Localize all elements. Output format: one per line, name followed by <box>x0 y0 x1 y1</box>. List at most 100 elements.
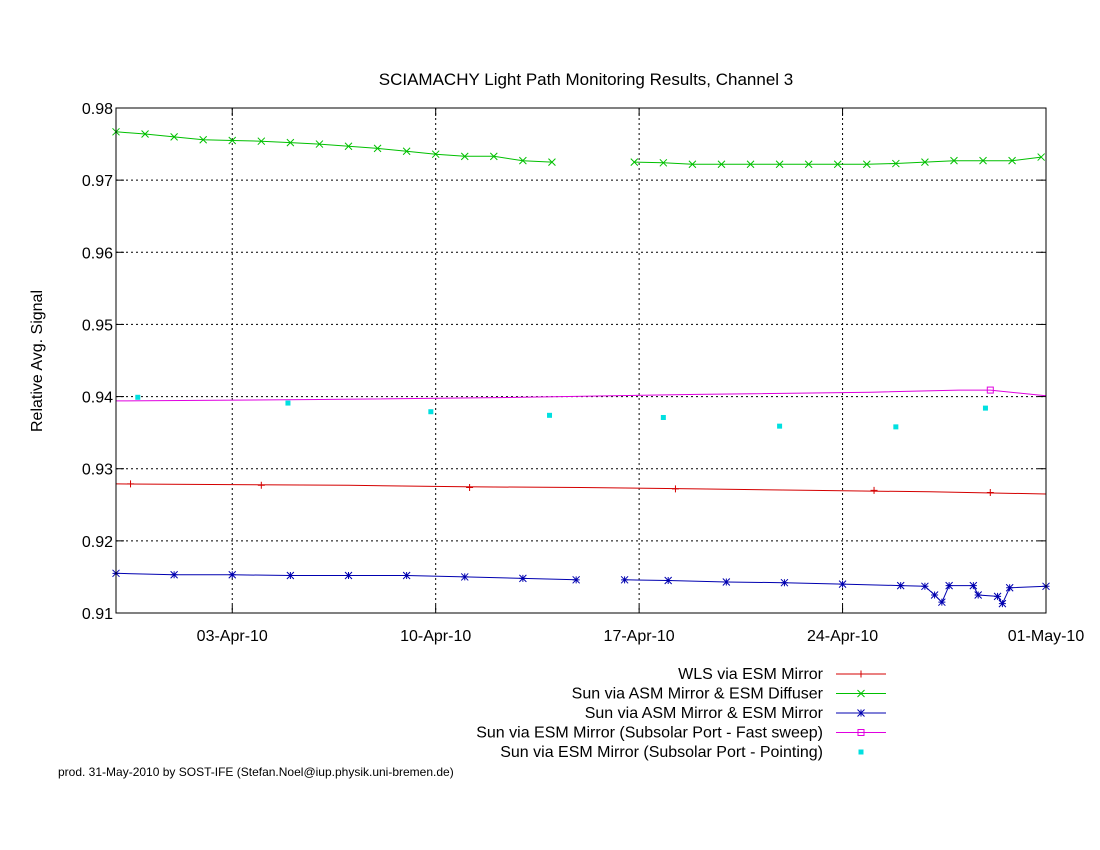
data-point <box>466 483 474 491</box>
data-point <box>402 571 411 580</box>
data-point <box>660 414 666 420</box>
legend-label: Sun via ASM Mirror & ESM Mirror <box>585 705 824 722</box>
y-tick-label: 0.91 <box>82 606 113 623</box>
data-point <box>285 400 291 406</box>
data-point <box>891 159 900 168</box>
data-point <box>127 480 135 488</box>
data-point <box>921 158 929 166</box>
legend-label: Sun via ESM Mirror (Subsolar Port - Fast… <box>476 725 823 742</box>
x-tick-label: 17-Apr-10 <box>604 628 675 645</box>
data-point <box>659 158 668 167</box>
y-tick-label: 0.95 <box>82 317 113 334</box>
legend-item: Sun via ASM Mirror & ESM Diffuser <box>572 686 886 703</box>
data-point <box>896 581 905 590</box>
data-point <box>460 573 469 581</box>
data-point <box>286 138 295 147</box>
series-5 <box>135 394 988 430</box>
x-tick-label: 01-May-10 <box>1008 628 1085 645</box>
data-point <box>950 156 958 165</box>
data-point <box>717 160 726 169</box>
legend-label: Sun via ESM Mirror (Subsolar Port - Poin… <box>500 744 823 761</box>
data-point <box>373 144 382 153</box>
series-line <box>624 579 1047 605</box>
data-point <box>746 160 755 169</box>
data-point <box>428 409 434 415</box>
data-point <box>688 160 697 169</box>
data-point <box>833 160 842 169</box>
y-tick-label: 0.92 <box>82 534 113 551</box>
data-point <box>257 481 265 489</box>
data-point <box>228 136 237 145</box>
data-point <box>170 133 178 141</box>
data-point <box>572 575 581 584</box>
data-point <box>775 160 784 169</box>
data-point <box>228 570 237 579</box>
data-point <box>547 412 553 418</box>
data-point <box>857 689 865 698</box>
data-point <box>938 598 946 607</box>
series-1 <box>115 480 1047 497</box>
data-point <box>630 158 639 166</box>
data-point <box>489 152 498 161</box>
data-point <box>930 591 939 599</box>
data-point <box>548 158 556 166</box>
x-tick-label: 03-Apr-10 <box>197 628 268 645</box>
legend-item: Sun via ASM Mirror & ESM Mirror <box>585 705 886 722</box>
data-point <box>344 571 353 580</box>
series-line <box>115 483 1047 495</box>
data-point <box>998 599 1007 608</box>
data-point <box>857 729 865 736</box>
legend-item: Sun via ESM Mirror (Subsolar Port - Poin… <box>500 744 864 761</box>
legend: WLS via ESM Mirror Sun via ASM Mirror & E… <box>476 666 886 761</box>
x-tick-label: 24-Apr-10 <box>807 628 878 645</box>
y-tick-label: 0.94 <box>82 390 113 407</box>
series-3 <box>112 569 1050 608</box>
data-point <box>257 137 266 146</box>
data-point <box>1037 153 1046 161</box>
data-point <box>986 489 994 497</box>
legend-label: Sun via ASM Mirror & ESM Diffuser <box>572 686 824 703</box>
data-point <box>804 160 813 169</box>
chart-title: SCIAMACHY Light Path Monitoring Results,… <box>379 70 794 89</box>
data-point <box>620 575 629 584</box>
data-point <box>402 147 411 156</box>
grid <box>116 108 1046 613</box>
data-point <box>141 130 149 138</box>
series-4 <box>115 386 1047 402</box>
data-point <box>780 578 789 587</box>
legend-item: Sun via ESM Mirror (Subsolar Port - Fast… <box>476 725 886 742</box>
data-point <box>664 576 673 585</box>
x-tick-label: 10-Apr-10 <box>400 628 471 645</box>
data-point <box>870 486 878 494</box>
y-tick-label: 0.96 <box>82 245 113 262</box>
legend-label: WLS via ESM Mirror <box>678 666 824 683</box>
plot-area <box>112 127 1050 608</box>
data-point <box>135 394 141 400</box>
data-point <box>921 582 929 591</box>
data-point <box>519 574 527 583</box>
data-point <box>460 152 469 161</box>
data-point <box>170 570 178 579</box>
data-point <box>857 670 865 678</box>
series-line <box>115 572 577 581</box>
x-axis-ticks: 03-Apr-10 10-Apr-10 17-Apr-10 24-Apr-10 01-M… <box>197 108 1085 645</box>
data-point <box>519 156 527 165</box>
data-point <box>893 424 899 430</box>
data-point <box>982 405 988 411</box>
y-tick-label: 0.97 <box>82 173 113 190</box>
data-point <box>199 135 208 144</box>
plot-frame <box>115 107 1047 614</box>
data-point <box>993 592 1002 601</box>
legend-item: WLS via ESM Mirror <box>678 666 886 683</box>
y-tick-label: 0.98 <box>82 101 113 118</box>
data-point <box>431 150 440 159</box>
data-point <box>671 485 679 493</box>
data-point <box>862 160 871 169</box>
data-point <box>979 156 987 165</box>
data-point <box>974 591 983 599</box>
data-point <box>969 581 978 590</box>
data-point <box>986 386 994 394</box>
series-line <box>115 131 552 163</box>
data-point <box>344 142 353 151</box>
